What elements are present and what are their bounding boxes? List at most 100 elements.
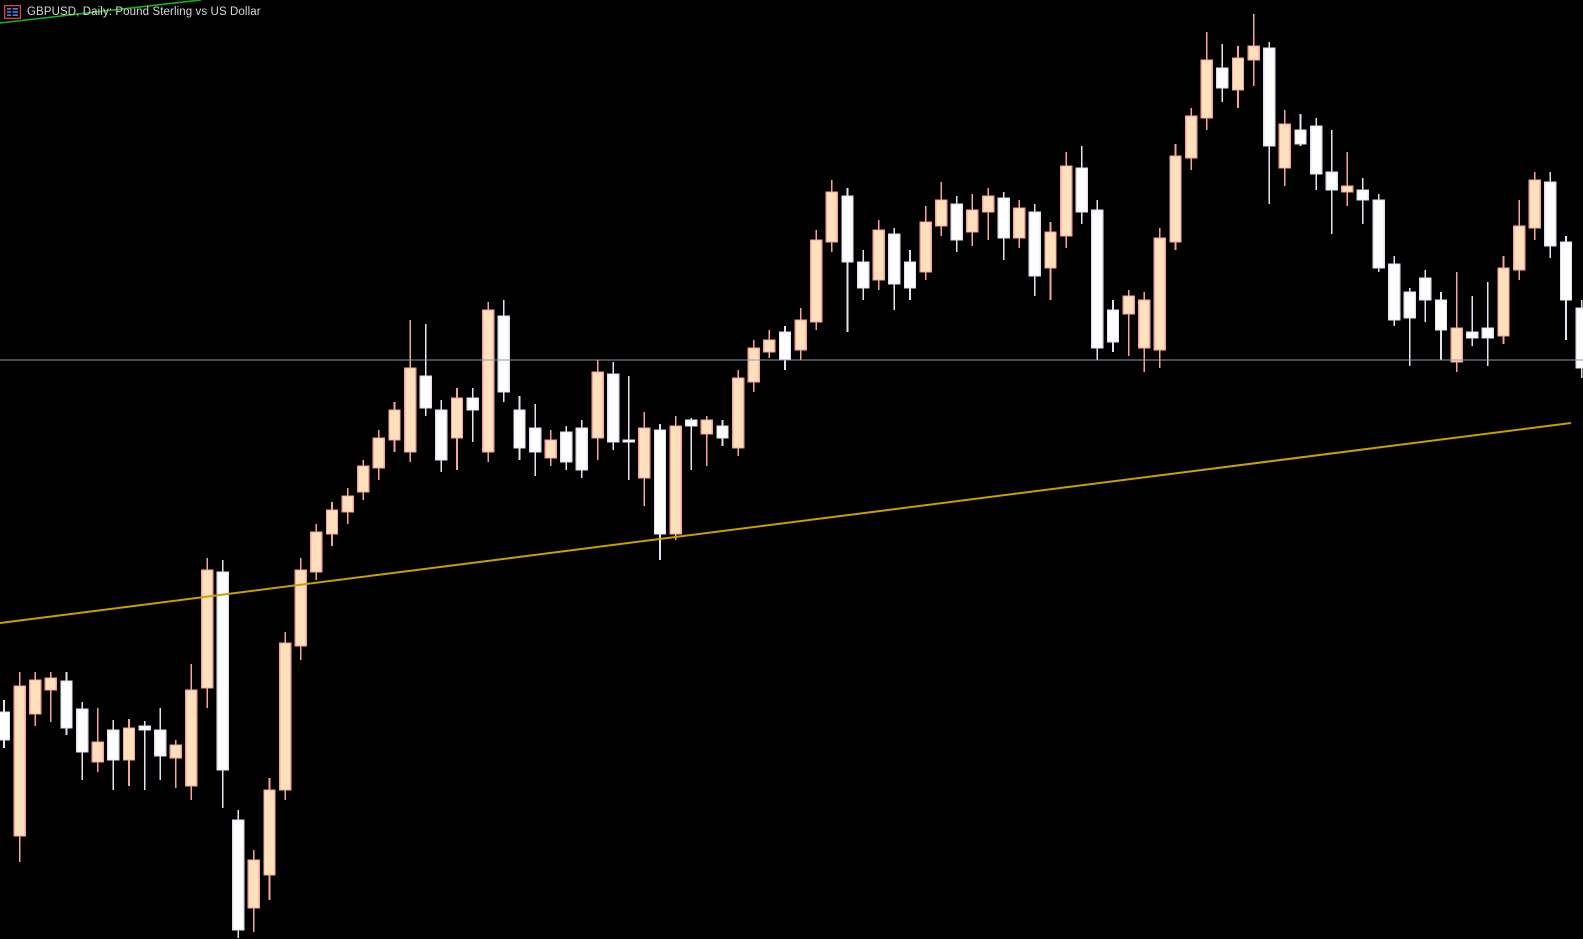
candle-body-bearish[interactable] xyxy=(685,419,698,427)
candle-body-bullish[interactable] xyxy=(1059,165,1073,237)
candle-body-bearish[interactable] xyxy=(606,373,620,443)
candle-body-bullish[interactable] xyxy=(325,509,339,535)
candle-body-bearish[interactable] xyxy=(903,261,917,289)
candle-body-bullish[interactable] xyxy=(935,199,948,227)
candle-body-bullish[interactable] xyxy=(91,741,104,763)
candle-body-bullish[interactable] xyxy=(1341,185,1354,193)
candle-body-bearish[interactable] xyxy=(1106,309,1120,343)
candle-body-bearish[interactable] xyxy=(1263,47,1276,147)
candle-body-bearish[interactable] xyxy=(1091,209,1104,349)
candle-body-bearish[interactable] xyxy=(138,725,151,731)
candle-body-bearish[interactable] xyxy=(856,261,870,289)
candle-body-bearish[interactable] xyxy=(466,397,479,411)
candle-body-bullish[interactable] xyxy=(1138,299,1151,349)
candle-body-bullish[interactable] xyxy=(278,642,292,791)
candle-body-bullish[interactable] xyxy=(1184,115,1198,159)
candle-body-bearish[interactable] xyxy=(1294,129,1307,145)
candle-body-bearish[interactable] xyxy=(950,203,964,241)
candle-body-bearish[interactable] xyxy=(1325,171,1338,191)
candle-body-bullish[interactable] xyxy=(872,229,885,281)
candle-body-bullish[interactable] xyxy=(1278,123,1292,169)
candle-body-bearish[interactable] xyxy=(497,315,511,393)
candle-body-bearish[interactable] xyxy=(1075,167,1088,213)
candle-body-bullish[interactable] xyxy=(794,319,807,351)
candle-body-bearish[interactable] xyxy=(1372,199,1385,269)
candle-body-bullish[interactable] xyxy=(669,425,682,535)
candle-body-bullish[interactable] xyxy=(357,465,370,493)
candle-body-bearish[interactable] xyxy=(1419,277,1432,301)
candle-body-bullish[interactable] xyxy=(263,789,276,876)
candle-body-bullish[interactable] xyxy=(450,397,464,439)
candle-body-bearish[interactable] xyxy=(1309,125,1323,175)
candle-body-bearish[interactable] xyxy=(622,439,635,443)
candle-body-bullish[interactable] xyxy=(763,339,776,353)
support-trendline[interactable] xyxy=(0,422,1572,624)
candle-body-bearish[interactable] xyxy=(60,680,73,729)
candle-body-bearish[interactable] xyxy=(0,711,11,741)
candle-body-bullish[interactable] xyxy=(310,531,323,573)
candle-body-bearish[interactable] xyxy=(419,375,432,409)
candle-body-bearish[interactable] xyxy=(1216,67,1229,89)
candle-body-bearish[interactable] xyxy=(513,409,526,449)
candle-body-bullish[interactable] xyxy=(29,679,42,715)
candle-body-bullish[interactable] xyxy=(700,419,714,435)
candle-body-bullish[interactable] xyxy=(544,439,557,459)
candle-body-bearish[interactable] xyxy=(107,729,120,761)
candle-body-bullish[interactable] xyxy=(122,727,136,761)
candle-body-bullish[interactable] xyxy=(638,427,651,479)
candle-body-bearish[interactable] xyxy=(75,708,89,753)
candle-body-bearish[interactable] xyxy=(888,233,901,285)
candle-body-bullish[interactable] xyxy=(403,367,417,453)
green-trendline[interactable] xyxy=(0,0,202,24)
candle-body-bearish[interactable] xyxy=(528,427,542,453)
candle-body-bullish[interactable] xyxy=(966,209,979,233)
candle-body-bearish[interactable] xyxy=(153,729,167,757)
candle-body-bullish[interactable] xyxy=(1169,155,1182,243)
candle-body-bullish[interactable] xyxy=(185,689,198,787)
candle-body-bullish[interactable] xyxy=(919,221,932,273)
candle-body-bearish[interactable] xyxy=(1356,189,1370,201)
candle-body-bearish[interactable] xyxy=(575,427,589,471)
candle-body-bearish[interactable] xyxy=(778,331,792,361)
candle-body-bearish[interactable] xyxy=(1387,263,1401,321)
candle-body-bullish[interactable] xyxy=(44,677,58,691)
candle-body-bullish[interactable] xyxy=(825,191,839,243)
candle-body-bullish[interactable] xyxy=(247,859,261,909)
candle-body-bearish[interactable] xyxy=(1481,327,1495,339)
candle-body-bullish[interactable] xyxy=(169,744,183,759)
candle-body-bearish[interactable] xyxy=(841,195,854,263)
candle-body-bullish[interactable] xyxy=(13,685,26,837)
candle-body-bullish[interactable] xyxy=(200,569,214,689)
candle-body-bullish[interactable] xyxy=(1450,327,1463,363)
candle-body-bullish[interactable] xyxy=(482,309,495,453)
candle-body-bearish[interactable] xyxy=(716,425,729,439)
candle-body-bullish[interactable] xyxy=(1122,295,1135,315)
candle-body-bearish[interactable] xyxy=(1559,241,1573,301)
candle-body-bullish[interactable] xyxy=(1247,45,1260,61)
candle-body-bearish[interactable] xyxy=(653,429,667,535)
candle-body-bearish[interactable] xyxy=(1544,181,1557,247)
candle-body-bullish[interactable] xyxy=(372,437,386,469)
candle-body-bearish[interactable] xyxy=(1403,291,1417,319)
candle-body-bullish[interactable] xyxy=(747,347,760,383)
candle-body-bearish[interactable] xyxy=(1575,307,1583,369)
candle-body-bullish[interactable] xyxy=(810,239,823,323)
candle-body-bearish[interactable] xyxy=(1434,299,1448,331)
candle-body-bullish[interactable] xyxy=(294,569,307,647)
candle-body-bullish[interactable] xyxy=(341,495,354,513)
candle-body-bullish[interactable] xyxy=(1013,207,1026,239)
candle-body-bearish[interactable] xyxy=(1028,211,1042,277)
candle-body-bearish[interactable] xyxy=(1466,331,1479,339)
candle-body-bullish[interactable] xyxy=(1044,231,1057,269)
candle-body-bullish[interactable] xyxy=(981,195,995,213)
candle-body-bullish[interactable] xyxy=(1528,179,1541,229)
candle-body-bullish[interactable] xyxy=(1200,59,1213,119)
candle-body-bearish[interactable] xyxy=(216,571,229,771)
candle-body-bearish[interactable] xyxy=(435,409,448,461)
candle-body-bearish[interactable] xyxy=(997,197,1010,239)
candle-body-bullish[interactable] xyxy=(1153,237,1167,351)
candle-body-bullish[interactable] xyxy=(1497,267,1510,337)
candle-body-bearish[interactable] xyxy=(560,431,573,463)
candle-body-bullish[interactable] xyxy=(1231,57,1245,91)
